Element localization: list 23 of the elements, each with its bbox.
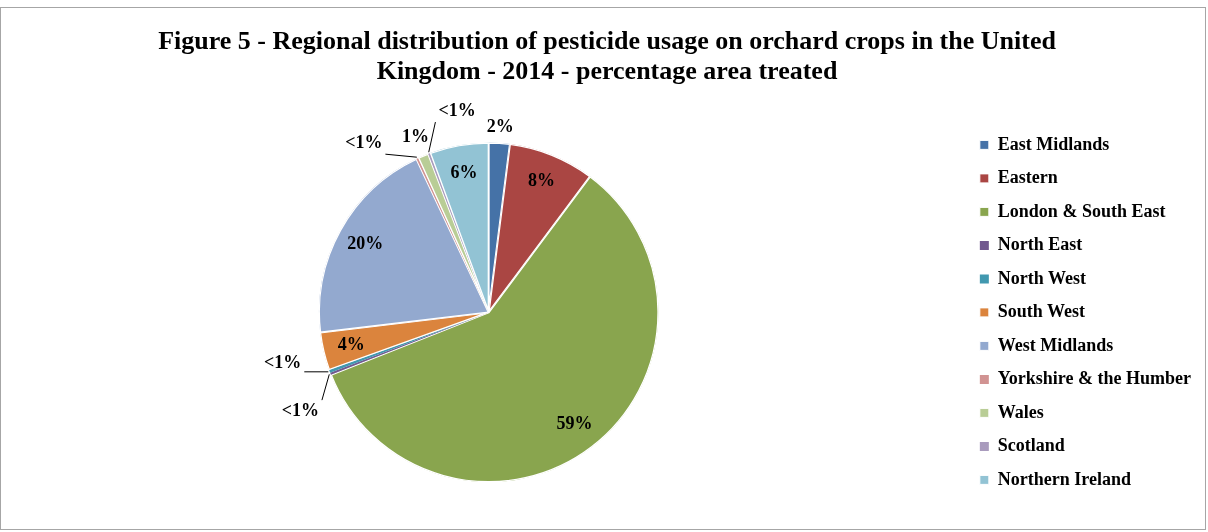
data-label: 1% — [402, 126, 430, 147]
data-label: 2% — [486, 115, 514, 136]
legend-label: South West — [997, 301, 1086, 322]
legend-label: London & South East — [997, 200, 1166, 221]
legend-label: West Midlands — [997, 334, 1114, 355]
data-label: 8% — [527, 170, 555, 191]
legend-label: Eastern — [997, 167, 1058, 188]
data-label: <1% — [281, 399, 319, 420]
legend-label: North West — [997, 267, 1087, 288]
chart-title: Figure 5 - Regional distribution of pesticide usage on orchard crops in the United Kingdom - 2014 - percentage area treated — [158, 26, 1057, 85]
data-label: <1% — [345, 131, 383, 152]
data-label: 6% — [450, 162, 478, 183]
legend-label: Wales — [997, 401, 1044, 422]
data-label: 20% — [347, 232, 384, 253]
legend-label: North East — [997, 234, 1083, 255]
legend-label: East Midlands — [997, 133, 1110, 154]
legend-label: Northern Ireland — [997, 468, 1132, 489]
data-label: <1% — [438, 99, 476, 120]
data-label: <1% — [264, 352, 302, 373]
data-label: 4% — [337, 333, 365, 354]
legend-label: Yorkshire & the Humber — [997, 368, 1192, 389]
legend-label: Scotland — [997, 435, 1065, 456]
data-label: 59% — [556, 413, 593, 434]
